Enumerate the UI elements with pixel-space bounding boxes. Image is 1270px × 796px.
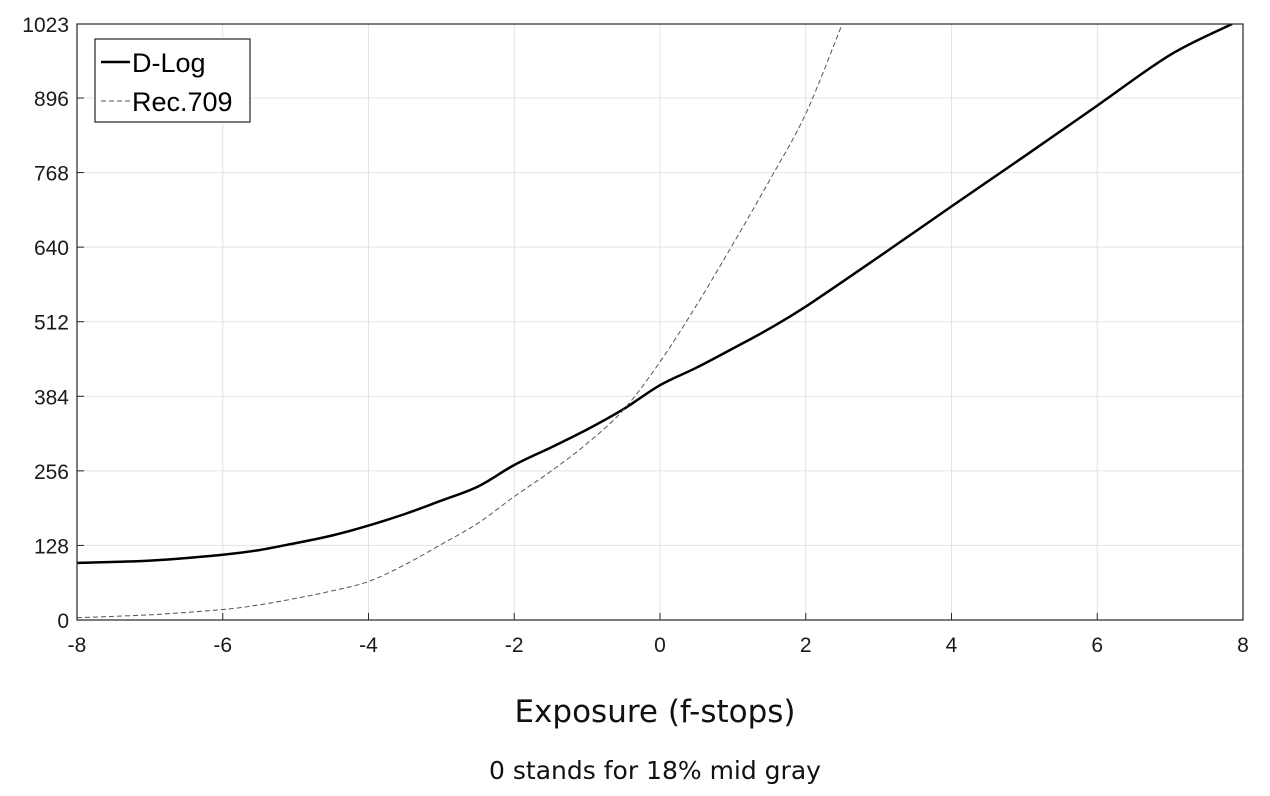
x-tick-label: -2 [505,634,524,657]
x-tick-label: 6 [1091,634,1103,657]
y-tick-label: 896 [34,88,69,111]
y-tick-label: 384 [34,386,69,409]
line-chart: -8 -6 -4 -2 0 2 4 6 8 0 128 256 384 512 640 768 896 1023… [22,14,1249,657]
legend-label-rec709: Rec.709 [132,87,233,117]
y-axis-ticks: 0 128 256 384 512 640 768 896 1023 [22,14,84,633]
y-tick-label: 512 [34,312,69,335]
x-tick-label: 2 [800,634,812,657]
x-tick-label: -8 [68,634,87,657]
y-tick-label: 128 [34,535,69,558]
legend: D-Log Rec.709 [94,38,251,123]
y-tick-label: 0 [57,610,69,633]
series-line-d-log [77,24,1233,565]
chart-footnote: 0 stands for 18% mid gray [489,756,821,785]
y-tick-label: 768 [34,163,69,186]
x-tick-label: 8 [1237,634,1249,657]
x-axis-label: Exposure (f-stops) [514,694,796,730]
series-line-rec-709 [77,24,843,619]
series-lines [77,24,1233,619]
legend-box [94,38,251,123]
y-tick-label: 1023 [22,14,69,37]
y-tick-label: 256 [34,461,69,484]
legend-label-d-log: D-Log [132,48,206,78]
x-tick-label: 4 [946,634,958,657]
x-tick-label: -4 [359,634,378,657]
grid-lines [76,23,1244,621]
x-tick-label: 0 [654,634,666,657]
x-axis-ticks: -8 -6 -4 -2 0 2 4 6 8 [68,613,1249,657]
y-tick-label: 640 [34,237,69,260]
x-tick-label: -6 [213,634,232,657]
